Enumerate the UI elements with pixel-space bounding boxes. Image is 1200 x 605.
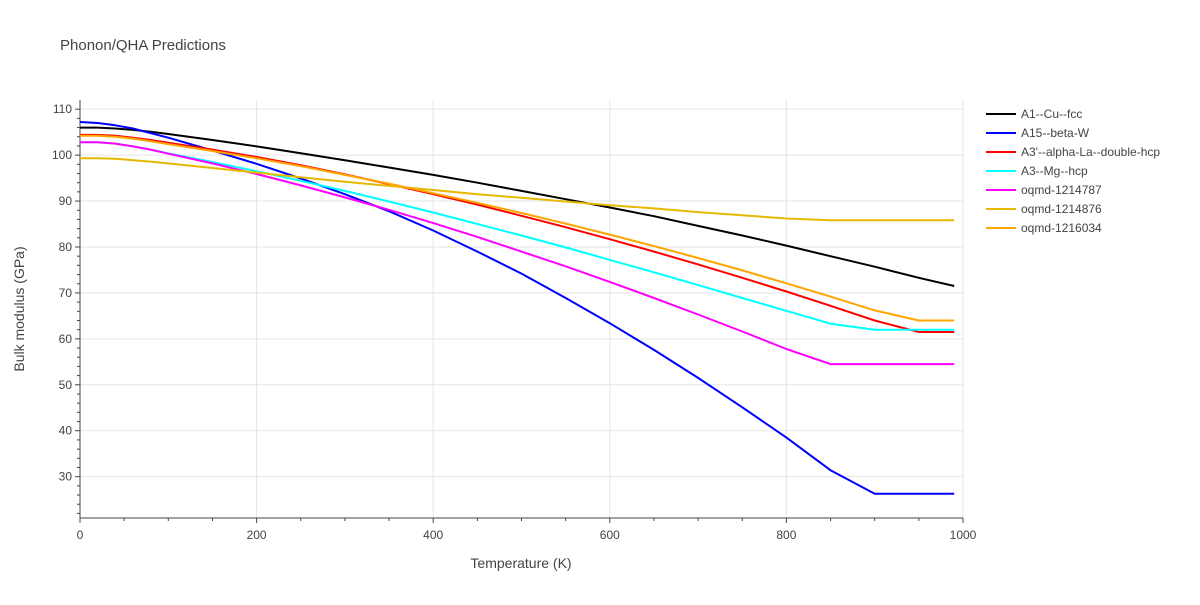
- axes: 30 40 50 60 70 80 90 100 110 0 200 400 600 800 1000: [52, 100, 977, 542]
- x-tick-label: 600: [600, 528, 620, 542]
- series-line-oqmd-1214787[interactable]: [80, 141, 955, 366]
- legend-item[interactable]: A15--beta-W: [986, 126, 1090, 140]
- legend-label: A3'--alpha-La--double-hcp: [1021, 145, 1160, 159]
- y-tick-label: 100: [52, 148, 72, 162]
- x-axis-label: Temperature (K): [470, 555, 571, 571]
- series-line-oqmd-1214876[interactable]: [80, 157, 955, 222]
- series-group: [79, 121, 955, 495]
- series-line-A3--Mg--hcp[interactable]: [80, 141, 955, 331]
- y-tick-label: 90: [59, 194, 73, 208]
- legend[interactable]: A1--Cu--fcc A15--beta-W A3'--alpha-La--dou…: [986, 107, 1160, 235]
- grid: [80, 100, 964, 518]
- legend-item[interactable]: A1--Cu--fcc: [986, 107, 1082, 121]
- y-tick-label: 50: [59, 378, 73, 392]
- y-axis-label: Bulk modulus (GPa): [11, 246, 27, 371]
- y-tick-label: 110: [53, 102, 72, 116]
- y-tick-label: 60: [59, 332, 73, 346]
- legend-label: oqmd-1216034: [1021, 221, 1102, 235]
- legend-item[interactable]: A3'--alpha-La--double-hcp: [986, 145, 1160, 159]
- legend-item[interactable]: oqmd-1216034: [986, 221, 1102, 235]
- x-tick-label: 1000: [950, 528, 977, 542]
- y-tick-label: 70: [59, 286, 73, 300]
- legend-label: A1--Cu--fcc: [1021, 107, 1082, 121]
- legend-label: oqmd-1214876: [1021, 202, 1102, 216]
- legend-label: A3--Mg--hcp: [1021, 164, 1088, 178]
- series-line-A15--beta-W[interactable]: [79, 121, 955, 495]
- legend-label: oqmd-1214787: [1021, 183, 1102, 197]
- legend-item[interactable]: A3--Mg--hcp: [986, 164, 1088, 178]
- legend-item[interactable]: oqmd-1214876: [986, 202, 1102, 216]
- y-tick-label: 40: [59, 424, 73, 438]
- series-line-A3'--alpha-La--double-hcp[interactable]: [80, 133, 955, 333]
- x-tick-label: 800: [776, 528, 796, 542]
- series-line-oqmd-1216034[interactable]: [80, 134, 955, 322]
- x-tick-label: 400: [423, 528, 443, 542]
- y-tick-label: 80: [59, 240, 73, 254]
- x-tick-label: 200: [247, 528, 267, 542]
- legend-item[interactable]: oqmd-1214787: [986, 183, 1102, 197]
- chart-title: Phonon/QHA Predictions: [60, 37, 226, 54]
- y-tick-label: 30: [59, 470, 73, 484]
- legend-label: A15--beta-W: [1021, 126, 1090, 140]
- x-tick-label: 0: [77, 528, 84, 542]
